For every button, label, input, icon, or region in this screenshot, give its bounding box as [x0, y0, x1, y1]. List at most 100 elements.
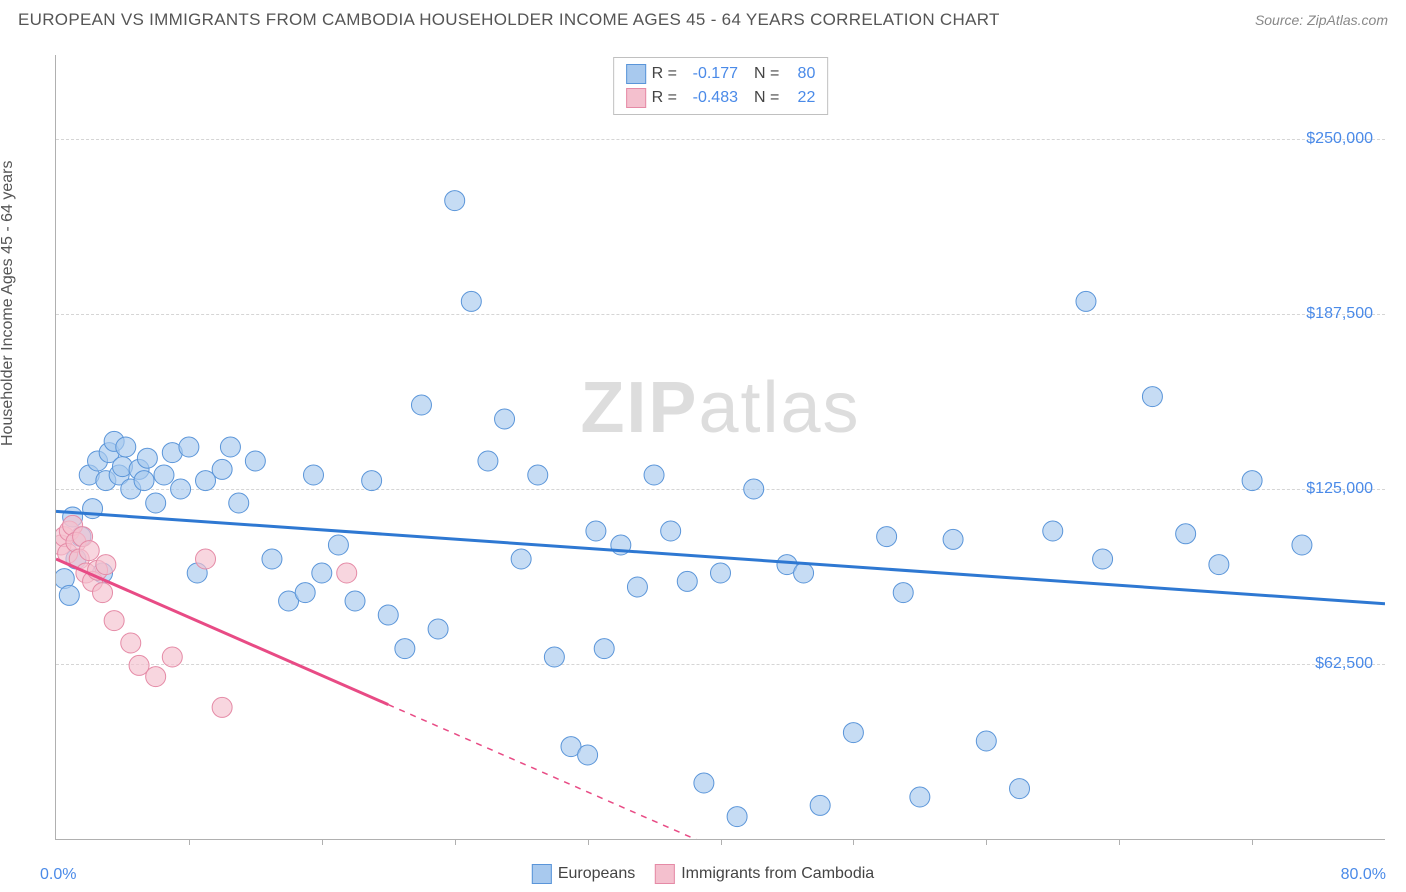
data-point — [1242, 471, 1262, 491]
trend-line — [56, 559, 388, 705]
stats-n-label: N = — [754, 89, 779, 107]
legend-swatch — [532, 864, 552, 884]
data-point — [212, 697, 232, 717]
data-point — [1093, 549, 1113, 569]
data-point — [428, 619, 448, 639]
data-point — [295, 583, 315, 603]
data-point — [104, 611, 124, 631]
x-tick — [1252, 839, 1253, 845]
stats-n-value: 80 — [785, 65, 815, 83]
data-point — [137, 448, 157, 468]
data-point — [586, 521, 606, 541]
data-point — [478, 451, 498, 471]
data-point — [544, 647, 564, 667]
data-point — [154, 465, 174, 485]
stats-row: R = -0.483 N = 22 — [626, 86, 816, 110]
data-point — [661, 521, 681, 541]
data-point — [134, 471, 154, 491]
data-point — [79, 541, 99, 561]
data-point — [893, 583, 913, 603]
data-point — [411, 395, 431, 415]
stats-r-value: -0.483 — [683, 89, 738, 107]
data-point — [59, 585, 79, 605]
legend-swatch — [626, 64, 646, 84]
x-axis-min-label: 0.0% — [40, 866, 76, 884]
data-point — [1010, 779, 1030, 799]
data-point — [196, 549, 216, 569]
data-point — [627, 577, 647, 597]
data-point — [511, 549, 531, 569]
data-point — [528, 465, 548, 485]
data-point — [943, 529, 963, 549]
data-point — [395, 639, 415, 659]
data-point — [146, 493, 166, 513]
stats-r-label: R = — [652, 89, 677, 107]
data-point — [378, 605, 398, 625]
data-point — [179, 437, 199, 457]
stats-r-label: R = — [652, 65, 677, 83]
legend-item: Europeans — [532, 864, 635, 884]
legend-swatch — [655, 864, 675, 884]
chart-header: EUROPEAN VS IMMIGRANTS FROM CAMBODIA HOU… — [0, 0, 1406, 38]
data-point — [162, 647, 182, 667]
x-tick — [322, 839, 323, 845]
data-point — [96, 555, 116, 575]
data-point — [711, 563, 731, 583]
data-point — [345, 591, 365, 611]
stats-r-value: -0.177 — [683, 65, 738, 83]
x-axis-max-label: 80.0% — [1341, 866, 1386, 884]
x-tick — [588, 839, 589, 845]
legend-label: Europeans — [558, 865, 635, 883]
y-axis-label: Householder Income Ages 45 - 64 years — [0, 161, 17, 447]
data-point — [727, 807, 747, 827]
legend-swatch — [626, 88, 646, 108]
trend-line-dashed — [388, 705, 720, 839]
data-point — [337, 563, 357, 583]
data-point — [877, 527, 897, 547]
data-point — [677, 571, 697, 591]
data-point — [1142, 387, 1162, 407]
data-point — [976, 731, 996, 751]
data-point — [1076, 291, 1096, 311]
x-tick — [853, 839, 854, 845]
x-tick — [455, 839, 456, 845]
x-tick — [986, 839, 987, 845]
source-label: Source: — [1255, 12, 1303, 28]
data-point — [578, 745, 598, 765]
chart-plot-area: ZIPatlas R =-0.177N =80R =-0.483N =22 $6… — [55, 55, 1385, 840]
data-point — [794, 563, 814, 583]
data-point — [1292, 535, 1312, 555]
x-tick — [721, 839, 722, 845]
data-point — [910, 787, 930, 807]
data-point — [495, 409, 515, 429]
source-name: ZipAtlas.com — [1307, 12, 1388, 28]
x-tick — [1119, 839, 1120, 845]
data-point — [312, 563, 332, 583]
data-point — [229, 493, 249, 513]
data-point — [121, 633, 141, 653]
data-point — [1209, 555, 1229, 575]
data-point — [1176, 524, 1196, 544]
bottom-legend: Europeans Immigrants from Cambodia — [532, 864, 874, 884]
data-point — [461, 291, 481, 311]
x-tick — [189, 839, 190, 845]
data-point — [116, 437, 136, 457]
data-point — [212, 459, 232, 479]
data-point — [220, 437, 240, 457]
stats-n-label: N = — [754, 65, 779, 83]
data-point — [245, 451, 265, 471]
data-point — [694, 773, 714, 793]
stats-n-value: 22 — [785, 89, 815, 107]
data-point — [93, 583, 113, 603]
data-point — [262, 549, 282, 569]
stats-row: R = -0.177 N = 80 — [626, 62, 816, 86]
legend-item: Immigrants from Cambodia — [655, 864, 874, 884]
data-point — [1043, 521, 1063, 541]
data-point — [810, 795, 830, 815]
data-point — [594, 639, 614, 659]
data-point — [146, 667, 166, 687]
data-point — [328, 535, 348, 555]
scatter-svg — [56, 55, 1385, 839]
correlation-stats-box: R = -0.177 N = 80 R = -0.483 N = 22 — [613, 57, 829, 115]
data-point — [744, 479, 764, 499]
